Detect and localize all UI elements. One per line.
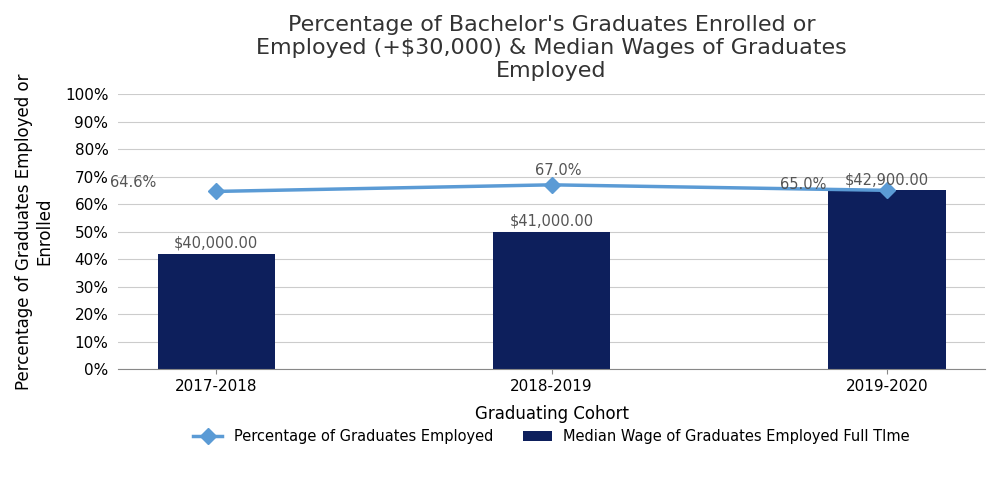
Percentage of Graduates Employed bbox=[546, 182, 558, 188]
Y-axis label: Percentage of Graduates Employed or
Enrolled: Percentage of Graduates Employed or Enro… bbox=[15, 74, 54, 390]
Bar bbox=[828, 190, 946, 369]
Text: $41,000.00: $41,000.00 bbox=[510, 214, 594, 229]
Bar bbox=[158, 254, 275, 369]
Text: 67.0%: 67.0% bbox=[535, 163, 581, 178]
Text: $42,900.00: $42,900.00 bbox=[845, 172, 929, 188]
Text: $40,000.00: $40,000.00 bbox=[174, 236, 258, 251]
Title: Percentage of Bachelor's Graduates Enrolled or
Employed (+$30,000) & Median Wage: Percentage of Bachelor's Graduates Enrol… bbox=[256, 15, 847, 82]
Bar bbox=[493, 232, 610, 369]
Percentage of Graduates Employed bbox=[210, 188, 222, 194]
Line: Percentage of Graduates Employed: Percentage of Graduates Employed bbox=[211, 180, 892, 197]
Text: 65.0%: 65.0% bbox=[780, 176, 827, 192]
X-axis label: Graduating Cohort: Graduating Cohort bbox=[475, 405, 629, 423]
Legend: Percentage of Graduates Employed, Median Wage of Graduates Employed Full TIme: Percentage of Graduates Employed, Median… bbox=[187, 423, 916, 450]
Text: 64.6%: 64.6% bbox=[110, 175, 156, 190]
Percentage of Graduates Employed bbox=[881, 188, 893, 194]
